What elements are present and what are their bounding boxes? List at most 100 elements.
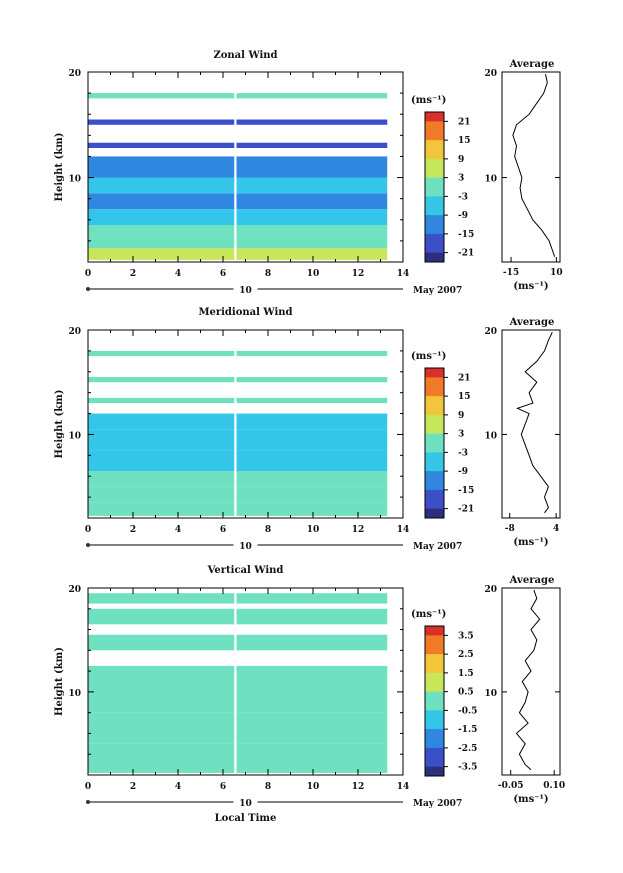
colorbar-tick-label: -1.5 <box>458 725 477 735</box>
colorbar-swatch <box>425 757 444 768</box>
heatmap-cell <box>88 608 235 625</box>
average-x-tick-label: 10 <box>550 268 563 278</box>
heatmap-cell <box>88 93 235 99</box>
colorbar-tick-label: -9 <box>458 467 468 477</box>
colorbar-tick-label: 1.5 <box>458 669 474 679</box>
colorbar-swatch <box>425 405 444 416</box>
colorbar-tick-label: -3 <box>458 448 468 458</box>
colorbar-tick-label: 21 <box>458 117 471 127</box>
colorbar-swatch <box>425 252 444 263</box>
colorbar-swatch <box>425 508 444 519</box>
colorbar-swatch <box>425 738 444 749</box>
average-profile-line <box>512 73 556 257</box>
average-x-tick-label: -15 <box>503 268 519 278</box>
colorbar-swatch <box>425 187 444 197</box>
heatmap-cell <box>236 502 388 516</box>
heatmap-cell <box>236 608 388 625</box>
x-tick-label: 6 <box>220 269 226 279</box>
heatmap-cell <box>236 142 388 148</box>
heatmap-cell <box>236 193 388 210</box>
colorbar-tick-label: 3.5 <box>458 631 474 641</box>
x-tick-label: 12 <box>352 269 365 279</box>
colorbar-swatch <box>425 471 444 481</box>
colorbar-swatch <box>425 424 444 435</box>
heatmap-cell <box>88 634 235 651</box>
colorbar-swatch <box>425 243 444 254</box>
x-tick-label: 14 <box>397 525 410 535</box>
x-tick-label: 6 <box>220 525 226 535</box>
average-x-tick-label: -8 <box>505 524 515 534</box>
heatmap-cell <box>236 377 388 383</box>
colorbar-swatch <box>425 149 444 160</box>
average-x-label: (ms⁻¹) <box>513 794 548 805</box>
colorbar-frame <box>424 111 445 263</box>
x-tick-label: 8 <box>265 782 271 792</box>
average-title: Average <box>509 59 555 70</box>
colorbar-swatch <box>425 644 444 655</box>
average-frame <box>501 329 561 519</box>
heatmap-cell <box>236 634 388 651</box>
average-x-label: (ms⁻¹) <box>513 281 548 292</box>
colorbar-swatch <box>425 140 444 150</box>
y-tick-label: 10 <box>68 431 81 441</box>
x-tick-label: 10 <box>307 782 320 792</box>
heatmap-cell <box>88 471 235 487</box>
heatmap-cell <box>88 450 235 471</box>
colorbar-tick-label: 9 <box>458 155 464 165</box>
average-title: Average <box>509 575 555 586</box>
heatmap-cell <box>236 225 388 236</box>
colorbar-tick-label: -3 <box>458 192 468 202</box>
average-title: Average <box>509 317 555 328</box>
colorbar-tick-label: 3 <box>458 174 464 184</box>
colorbar-tick-label: 9 <box>458 411 464 421</box>
x-tick-label: 10 <box>307 269 320 279</box>
colorbar-unit: (ms⁻¹) <box>411 351 446 362</box>
heatmap-cell <box>88 193 235 210</box>
colorbar-swatch <box>425 433 444 444</box>
heatmap-cell <box>88 350 235 357</box>
colorbar-swatch <box>425 626 444 636</box>
heatmap-cell <box>236 248 388 260</box>
heatmap-cell <box>236 665 388 713</box>
colorbar-swatch <box>425 635 444 646</box>
y-axis-label: Height (km) <box>54 390 65 459</box>
colorbar-swatch <box>425 158 444 169</box>
date-suffix: May 2007 <box>413 542 462 552</box>
colorbar-swatch <box>425 719 444 730</box>
colorbar-tick-label: 21 <box>458 373 471 383</box>
colorbar-swatch <box>425 112 444 122</box>
colorbar-swatch <box>425 499 444 510</box>
average-x-tick-label: 0.10 <box>543 781 565 791</box>
colorbar-tick-label: -15 <box>458 230 474 240</box>
date-label-bg <box>233 283 258 295</box>
average-y-tick-label: 20 <box>484 327 497 337</box>
colorbar-swatch <box>425 489 444 500</box>
heatmap-cell <box>88 142 235 148</box>
heatmap-cell <box>236 156 388 178</box>
heatmap-cell <box>88 156 235 178</box>
y-tick-label: 20 <box>68 585 81 595</box>
date-label: 10 <box>239 286 252 296</box>
x-tick-label: 12 <box>352 525 365 535</box>
colorbar-swatch <box>425 233 444 244</box>
date-axis-start <box>86 543 90 547</box>
heatmap-cell <box>88 235 235 249</box>
heatmap-cell <box>88 413 235 430</box>
y-tick-label: 20 <box>68 327 81 337</box>
x-tick-label: 8 <box>265 269 271 279</box>
heatmap-cell <box>88 177 235 194</box>
colorbar-swatch <box>425 168 444 179</box>
colorbar-swatch <box>425 377 444 388</box>
chart-title: Zonal Wind <box>213 50 277 61</box>
heatmap-cell <box>88 248 235 260</box>
heatmap-cell <box>88 397 235 404</box>
heatmap-cell <box>236 119 388 125</box>
average-x-tick-label: 4 <box>553 524 559 534</box>
x-tick-label: 4 <box>175 782 181 792</box>
colorbar-tick-label: -3.5 <box>458 763 477 773</box>
heatmap-cell <box>236 235 388 249</box>
colorbar-swatch <box>425 224 444 235</box>
heatmap-cell <box>236 209 388 226</box>
